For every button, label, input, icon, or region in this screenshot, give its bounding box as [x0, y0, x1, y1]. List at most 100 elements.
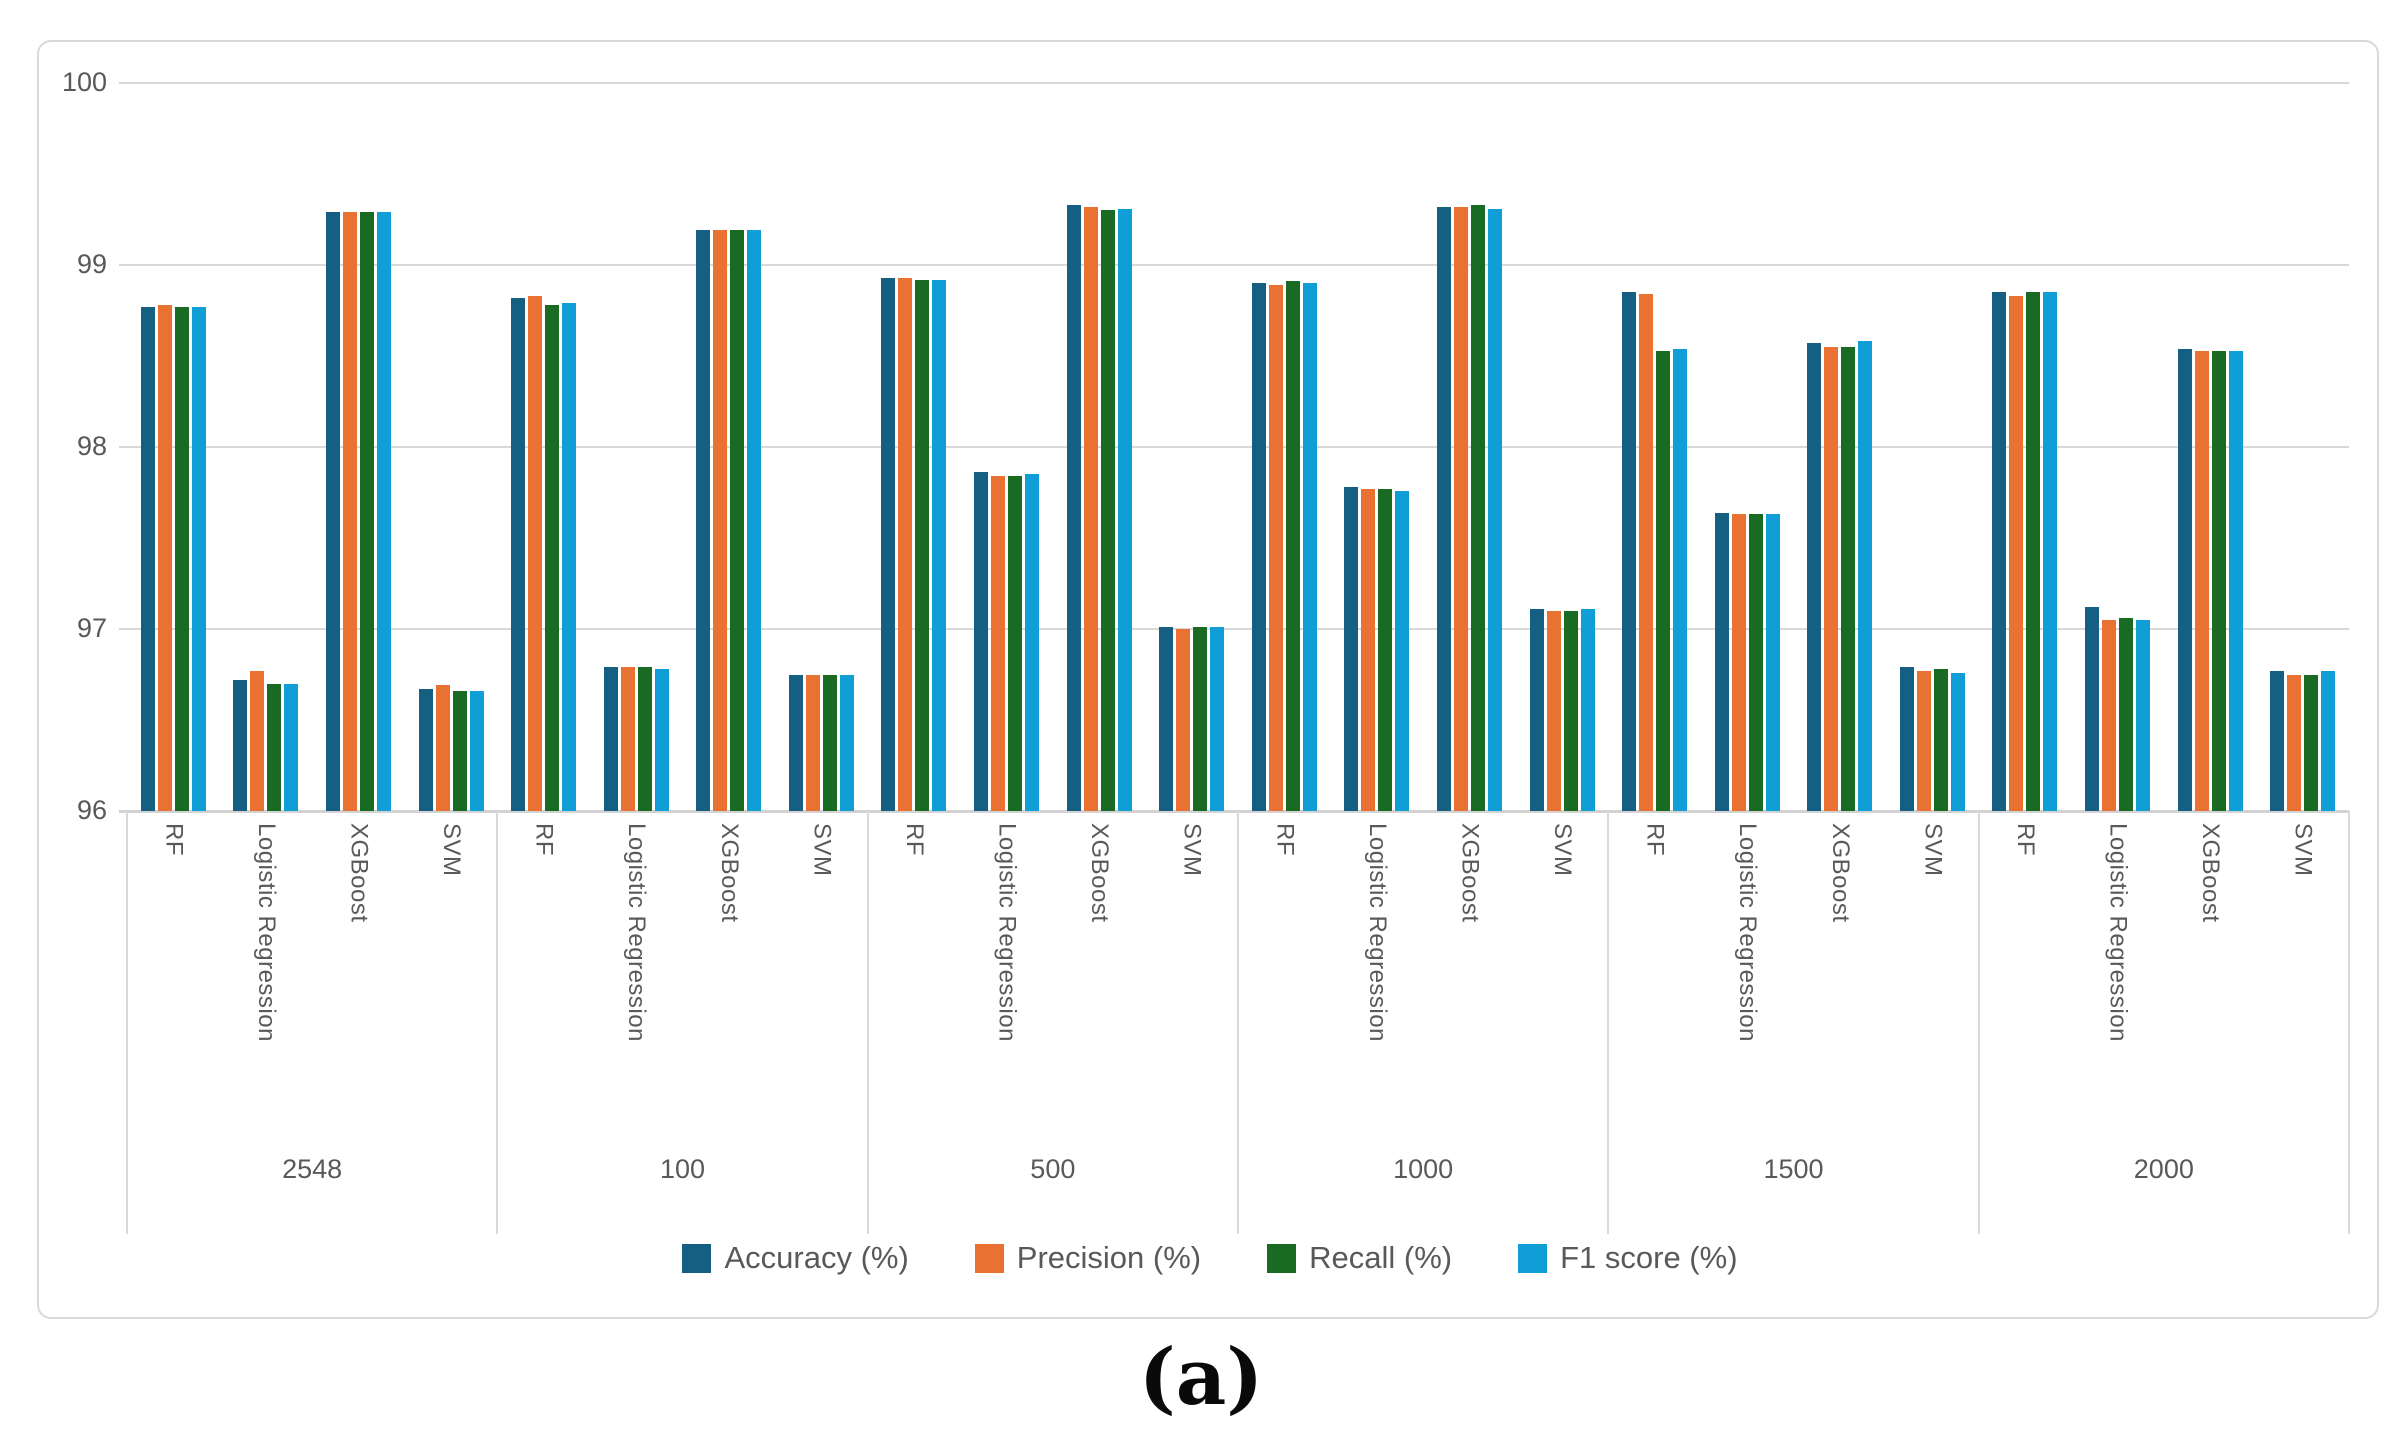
group-separator [1607, 811, 1610, 1234]
bar [1992, 292, 2007, 811]
bar [1361, 488, 1376, 811]
bar [603, 667, 618, 811]
legend-swatch [974, 1243, 1004, 1273]
bar [250, 670, 265, 811]
bar [1824, 346, 1839, 811]
bar [1453, 206, 1468, 811]
model-axis-label: RF [160, 823, 188, 856]
bar [342, 212, 357, 811]
bar [620, 667, 635, 811]
bar [469, 690, 484, 811]
group-axis-label: 500 [1030, 1154, 1076, 1184]
bar [1622, 292, 1637, 811]
bar [2043, 292, 2058, 811]
y-tick-label: 97 [76, 613, 107, 643]
bar [2102, 619, 2117, 811]
bar [1285, 281, 1300, 811]
legend-label: Accuracy (%) [724, 1240, 909, 1275]
bar [1251, 283, 1266, 811]
model-axis-label: Logistic Regression [1734, 823, 1762, 1042]
bar [915, 279, 930, 811]
group-axis-label: 2548 [282, 1154, 343, 1184]
model-axis-label: XGBoost [1456, 823, 1484, 923]
bar [2211, 350, 2226, 811]
y-tick-label: 99 [76, 249, 107, 279]
legend-item: Accuracy (%) [682, 1240, 909, 1276]
bar [2026, 292, 2041, 811]
model-axis-label: SVM [2289, 823, 2317, 877]
bar [1933, 669, 1948, 811]
bar [1100, 210, 1115, 811]
bar [1639, 294, 1654, 811]
bar [157, 305, 172, 811]
bar [1117, 208, 1132, 811]
bar [2009, 295, 2024, 811]
bar [822, 674, 837, 811]
group-separator [126, 811, 128, 1234]
legend-item: F1 score (%) [1518, 1240, 1738, 1276]
model-axis-label: SVM [1919, 823, 1947, 877]
bar [898, 277, 913, 811]
legend-label: Recall (%) [1309, 1240, 1453, 1275]
bar [325, 212, 340, 811]
gridline [119, 264, 2349, 266]
bar [1268, 285, 1283, 811]
model-axis-label: RF [1271, 823, 1299, 856]
bar [1899, 667, 1914, 811]
bar [839, 674, 854, 811]
legend-swatch [1518, 1243, 1548, 1273]
bar [359, 212, 374, 811]
bar [562, 303, 577, 811]
bar [1302, 283, 1317, 811]
y-tick-label: 100 [61, 67, 107, 97]
gridline [119, 628, 2349, 630]
bar [376, 212, 391, 811]
group-separator [2348, 811, 2350, 1234]
bar [1731, 514, 1746, 811]
group-axis-label: 1500 [1763, 1154, 1824, 1184]
bar [1395, 490, 1410, 811]
bar [881, 277, 896, 811]
bar [696, 230, 711, 811]
bar [1563, 610, 1578, 811]
group-separator [866, 811, 869, 1234]
bar [974, 472, 989, 811]
bar [991, 476, 1006, 811]
bar [713, 230, 728, 811]
legend-swatch [682, 1243, 712, 1273]
bar [2287, 674, 2302, 811]
bar [1487, 208, 1502, 811]
bar [2085, 607, 2100, 811]
bar [1066, 204, 1081, 811]
bar [1344, 487, 1359, 811]
legend: Accuracy (%) Precision (%) Recall (%) F1 sc… [39, 1240, 2381, 1276]
bar [1210, 627, 1225, 811]
model-axis-label: Logistic Regression [623, 823, 651, 1042]
legend-item: Recall (%) [1267, 1240, 1452, 1276]
bar [2321, 670, 2336, 811]
model-axis-label: XGBoost [1826, 823, 1854, 923]
bar [788, 674, 803, 811]
legend-swatch [1267, 1243, 1297, 1273]
bar [174, 306, 189, 811]
bar [2270, 670, 2285, 811]
model-axis-label: XGBoost [715, 823, 743, 923]
bar [1841, 346, 1856, 811]
group-axis-label: 1000 [1393, 1154, 1454, 1184]
bar [1916, 670, 1931, 811]
model-axis-label: XGBoost [345, 823, 373, 923]
bar [528, 295, 543, 811]
bar [1025, 474, 1040, 811]
model-axis-label: RF [2011, 823, 2039, 856]
chart-frame: 100 99 98 97 96 RF Logistic Regression XGBoost S… [37, 40, 2379, 1319]
bar [1765, 514, 1780, 811]
model-axis-label: XGBoost [2197, 823, 2225, 923]
bar [545, 305, 560, 811]
bar [1950, 672, 1965, 811]
y-tick-label: 96 [76, 795, 107, 825]
legend-label: F1 score (%) [1560, 1240, 1738, 1275]
model-axis-label: Logistic Regression [993, 823, 1021, 1042]
model-axis-label: SVM [1178, 823, 1206, 877]
gridline [119, 446, 2349, 448]
